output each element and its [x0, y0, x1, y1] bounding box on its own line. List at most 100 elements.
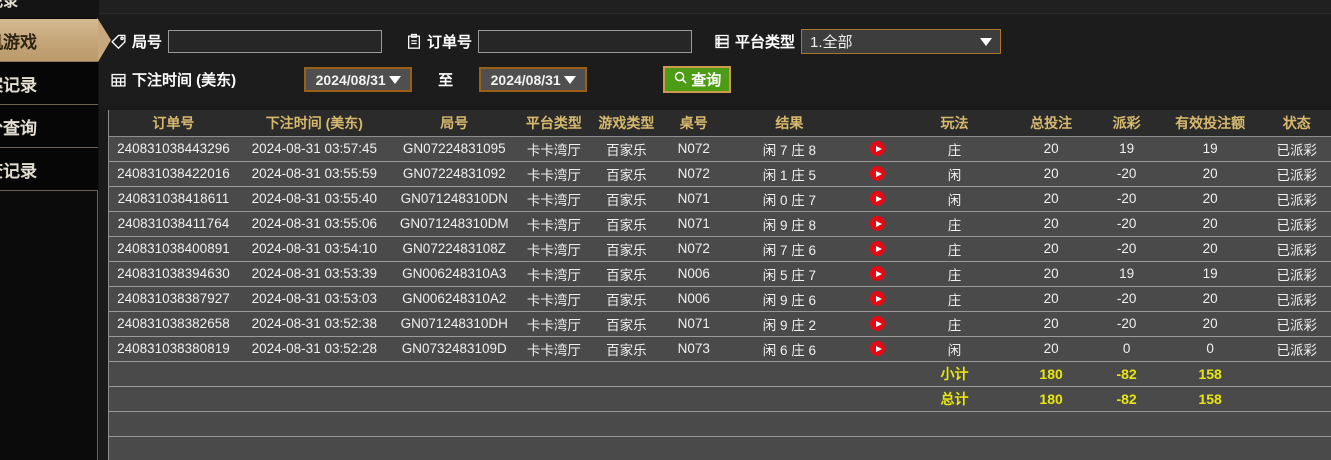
cell-total-bet: 20 [1006, 161, 1096, 187]
col-header-status[interactable]: 状态 [1262, 110, 1331, 137]
cell-result: 闲 5 庄 7 [725, 261, 854, 287]
play-icon[interactable] [870, 141, 886, 157]
summary-spacer [109, 386, 903, 412]
col-header-game-type[interactable]: 游戏类型 [590, 110, 663, 137]
cell-play: 庄 [902, 286, 1007, 312]
play-icon[interactable] [870, 316, 886, 332]
cell-valid-bet: 20 [1157, 311, 1263, 337]
filter-row-primary: 局号 订单号 [109, 29, 1002, 54]
cell-game-type: 百家乐 [590, 336, 663, 362]
cell-table-no: N071 [662, 211, 725, 237]
play-icon[interactable] [870, 266, 886, 282]
play-icon[interactable] [870, 341, 886, 357]
col-header-replay [853, 110, 903, 137]
play-icon[interactable] [870, 291, 886, 307]
col-header-bet-time[interactable]: 下注时间 (美东) [237, 110, 391, 137]
cell-order-no: 240831038387927 [109, 286, 238, 312]
cell-table-no: N071 [662, 311, 725, 337]
col-header-payout[interactable]: 派彩 [1095, 110, 1158, 137]
col-header-total-bet[interactable]: 总投注 [1006, 110, 1096, 137]
cell-total-bet: 20 [1006, 236, 1096, 262]
play-icon[interactable] [870, 191, 886, 207]
table-filler-cell [109, 411, 1331, 437]
table-row[interactable]: 240831038443296 2024-08-31 03:57:45 GN0722… [109, 136, 1331, 162]
col-header-round-no[interactable]: 局号 [390, 110, 518, 137]
sidebar-item-check-record[interactable]: 查记录 [0, 148, 98, 191]
table-row[interactable]: 240831038387927 2024-08-31 03:53:03 GN0062… [109, 286, 1331, 312]
table-row[interactable]: 240831038380819 2024-08-31 03:52:28 GN0732… [109, 336, 1331, 362]
col-header-play[interactable]: 玩法 [902, 110, 1007, 137]
table-row[interactable]: 240831038382658 2024-08-31 03:52:38 GN0712… [109, 311, 1331, 337]
table-row[interactable]: 240831038400891 2024-08-31 03:54:10 GN0722… [109, 236, 1331, 262]
play-icon[interactable] [870, 166, 886, 182]
bet-time-field-group: 下注时间 (美东) [109, 69, 242, 90]
cell-bet-time: 2024-08-31 03:55:40 [237, 186, 391, 212]
order-no-field-group: 订单号 [404, 30, 693, 53]
summary-payout: -82 [1095, 386, 1158, 412]
filter-bar: 局号 订单号 [99, 14, 1331, 106]
cell-payout: -20 [1095, 186, 1158, 212]
cell-platform: 卡卡湾厅 [517, 211, 591, 237]
cell-total-bet: 20 [1006, 336, 1096, 362]
cell-platform: 卡卡湾厅 [517, 136, 591, 162]
bet-time-label: 下注时间 (美东) [132, 72, 237, 89]
main-top-bar [99, 0, 1331, 14]
bet-time-to-datepicker[interactable]: 2024/08/31 [479, 67, 588, 92]
cell-replay [853, 336, 903, 362]
sidebar-item-points-query[interactable]: 分查询 [0, 105, 98, 148]
sidebar-item-check-record-label: 查记录 [0, 161, 37, 181]
table-header-row: 订单号 下注时间 (美东) 局号 平台类型 游戏类型 桌号 结果 玩法 总投注 … [109, 110, 1331, 137]
chevron-down-icon [980, 38, 993, 46]
records-table: 订单号 下注时间 (美东) 局号 平台类型 游戏类型 桌号 结果 玩法 总投注 … [109, 110, 1331, 437]
sidebar-item-live-game[interactable]: 机游戏 [0, 19, 111, 62]
cell-order-no: 240831038443296 [109, 136, 238, 162]
status-badge: 已派彩 [1262, 261, 1331, 287]
cell-valid-bet: 19 [1157, 136, 1263, 162]
bet-time-from-datepicker[interactable]: 2024/08/31 [304, 67, 413, 92]
col-header-order-no[interactable]: 订单号 [109, 110, 238, 137]
cell-replay [853, 261, 903, 287]
col-header-valid-bet[interactable]: 有效投注额 [1157, 110, 1263, 137]
table-row[interactable]: 240831038418611 2024-08-31 03:55:40 GN0712… [109, 186, 1331, 212]
col-header-table-no[interactable]: 桌号 [662, 110, 725, 137]
main-content: 局号 订单号 [99, 0, 1331, 460]
status-badge: 已派彩 [1262, 136, 1331, 162]
sidebar: 记录 机游戏 案记录 分查询 查记录 [0, 0, 111, 460]
cell-round-no: GN0722483108Z [390, 236, 518, 262]
cell-total-bet: 20 [1006, 186, 1096, 212]
sidebar-top-strip: 记录 [0, 0, 98, 18]
cell-valid-bet: 20 [1157, 236, 1263, 262]
cell-result: 闲 9 庄 6 [725, 286, 854, 312]
table-row[interactable]: 240831038422016 2024-08-31 03:55:59 GN0722… [109, 161, 1331, 187]
table-row[interactable]: 240831038394630 2024-08-31 03:53:39 GN0062… [109, 261, 1331, 287]
col-header-result[interactable]: 结果 [725, 110, 854, 137]
cell-platform: 卡卡湾厅 [517, 161, 591, 187]
cell-table-no: N006 [662, 261, 725, 287]
platform-type-select[interactable]: 1.全部 [801, 29, 1002, 54]
search-button[interactable]: 查询 [663, 66, 732, 93]
status-badge: 已派彩 [1262, 161, 1331, 187]
status-badge: 已派彩 [1262, 211, 1331, 237]
sidebar-item-case-record[interactable]: 案记录 [0, 62, 98, 105]
cell-payout: -20 [1095, 286, 1158, 312]
cell-payout: -20 [1095, 236, 1158, 262]
table-filler-row [109, 411, 1331, 437]
sidebar-top-strip-label: 记录 [0, 0, 19, 10]
summary-spacer-end [1262, 361, 1331, 387]
status-badge: 已派彩 [1262, 186, 1331, 212]
round-no-input[interactable] [168, 30, 383, 53]
table-row[interactable]: 240831038411764 2024-08-31 03:55:06 GN0712… [109, 211, 1331, 237]
play-icon[interactable] [870, 241, 886, 257]
sidebar-item-live-game-label: 机游戏 [0, 32, 37, 52]
cell-total-bet: 20 [1006, 211, 1096, 237]
cell-platform: 卡卡湾厅 [517, 336, 591, 362]
col-header-platform[interactable]: 平台类型 [517, 110, 591, 137]
play-icon[interactable] [870, 216, 886, 232]
cell-table-no: N006 [662, 286, 725, 312]
cell-game-type: 百家乐 [590, 161, 663, 187]
summary-spacer-end [1262, 386, 1331, 412]
cell-table-no: N072 [662, 136, 725, 162]
summary-spacer [109, 361, 903, 387]
order-no-input[interactable] [478, 30, 693, 53]
records-table-container: 订单号 下注时间 (美东) 局号 平台类型 游戏类型 桌号 结果 玩法 总投注 … [108, 110, 1331, 460]
